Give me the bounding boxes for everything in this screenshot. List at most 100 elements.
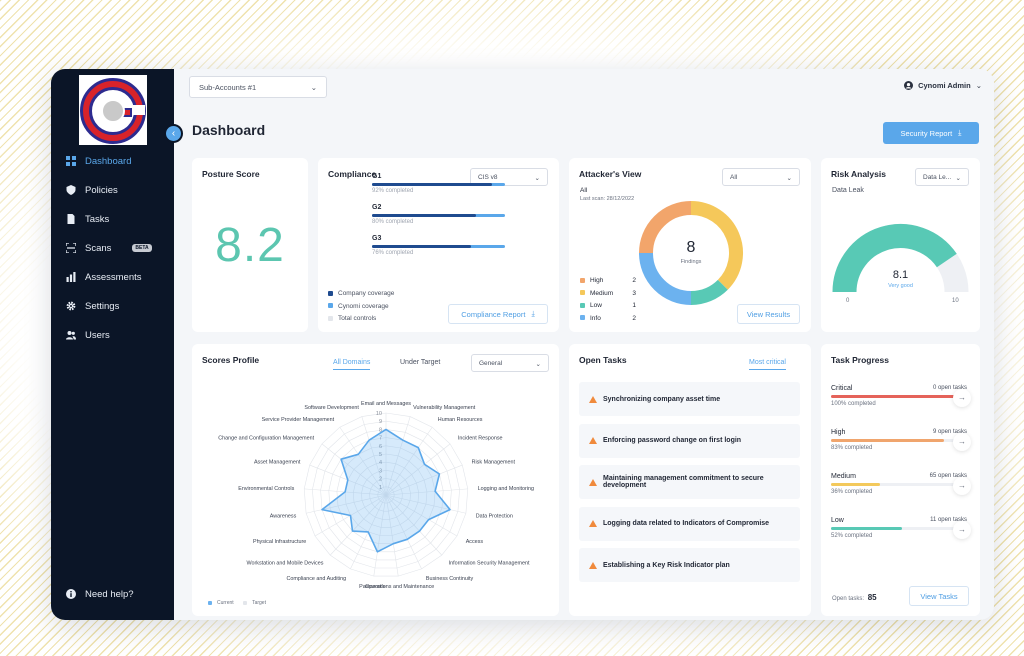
radar-category-label: Data Protection [476,514,513,520]
findings-total: 8 [686,239,696,256]
compliance-group: G3 76% completed [372,235,505,263]
progress-open-count: 65 open tasks [929,473,967,479]
user-menu[interactable]: Cynomi Admin ⌄ [904,81,982,90]
security-report-button[interactable]: Security Report ⤓ [883,122,979,144]
risk-score: 8.1 [892,269,909,281]
company-logo [79,75,147,145]
risk-type-select[interactable]: Data Le... ⌄ [915,168,969,186]
group-completed: 80% completed [372,219,414,225]
progress-bar-fill [831,439,944,442]
radar-spoke [385,488,468,496]
shield-icon [66,185,76,195]
open-task-item[interactable]: Synchronizing company asset time [579,382,800,416]
radar-ring-label: 4 [379,460,382,466]
sidebar-item-settings[interactable]: Settings [66,296,119,316]
framework-value: CIS v8 [478,174,498,181]
radar-category-label: Human Resources [438,417,483,423]
open-task-item[interactable]: Establishing a Key Risk Indicator plan [579,548,800,582]
company-coverage-bar [372,245,472,248]
radar-category-label: Environmental Controls [238,486,294,492]
open-tasks-card: Open Tasks Most critical Synchronizing c… [569,344,811,616]
progress-arrow-button[interactable]: → [953,477,971,495]
gauge-max: 10 [952,298,959,304]
sub-account-select[interactable]: Sub-Accounts #1 ⌄ [189,76,327,98]
warning-icon [589,520,597,527]
radar-category-label: Business Continuity [426,576,474,582]
sidebar-item-tasks[interactable]: Tasks [66,209,109,229]
card-title: Posture Score [202,169,260,179]
card-title: Open Tasks [579,355,627,365]
company-coverage-bar [372,214,477,217]
need-help-link[interactable]: Need help? [66,584,134,604]
radar-ring-label: 10 [376,411,382,417]
attacker-filter-select[interactable]: All ⌄ [722,168,800,186]
legend-total: Total controls [338,315,377,322]
progress-row: Medium 65 open tasks 36% completed [831,473,967,495]
progress-open-count: 9 open tasks [932,429,967,435]
progress-arrow-button[interactable]: → [953,521,971,539]
task-label: Establishing a Key Risk Indicator plan [603,561,730,569]
radar-spoke [385,427,433,496]
progress-completed: 100% completed [831,401,876,407]
info-icon [66,589,76,599]
task-label: Logging data related to Indicators of Co… [603,520,770,527]
donut-slice-medium[interactable] [690,201,743,290]
gauge-min: 0 [846,298,850,304]
risk-gauge [832,224,969,293]
tab-most-critical[interactable]: Most critical [749,359,786,370]
view-tasks-label: View Tasks [920,591,958,601]
sidebar-item-assessments[interactable]: Assessments [66,267,142,287]
radar-spoke [385,494,422,570]
collapse-sidebar-button[interactable]: ‹ [166,126,181,141]
progress-arrow-button[interactable]: → [953,433,971,451]
sidebar-item-users[interactable]: Users [66,325,110,345]
open-tasks-total-label: Open tasks: [832,596,865,602]
open-task-item[interactable]: Enforcing password change on first login [579,423,800,458]
radar-grid-ring [312,420,460,569]
finding-legend-row: Info 2 [580,313,636,326]
donut-slice-high[interactable] [639,201,692,254]
donut-slice-info[interactable] [639,252,692,305]
tab-under-target[interactable]: Under Target [400,359,441,366]
risk-subtitle: Data Leak [832,187,864,194]
view-tasks-button[interactable]: View Tasks [909,586,969,606]
radar-legend: Current Target [208,600,266,606]
progress-arrow-button[interactable]: → [953,389,971,407]
radar-category-label: Change and Configuration Management [218,436,314,442]
sidebar-item-dashboard[interactable]: Dashboard [66,151,131,171]
radar-ring-label: 8 [379,427,382,433]
view-results-button[interactable]: View Results [737,304,800,324]
radar-grid-ring [320,429,452,561]
topbar: Sub-Accounts #1 ⌄ Cynomi Admin ⌄ [174,69,994,105]
group-name: G3 [372,235,382,242]
open-task-item[interactable]: Maintaining management commitment to sec… [579,465,800,499]
legend-target: Target [252,600,266,606]
open-task-item[interactable]: Logging data related to Indicators of Co… [579,506,800,541]
radar-category-label: Operations and Maintenance [365,584,434,590]
framework-select[interactable]: CIS v8 ⌄ [470,168,548,186]
tab-all-domains[interactable]: All Domains [333,359,371,370]
warning-icon [589,561,597,569]
sidebar-item-policies[interactable]: Policies [66,180,118,200]
radar-spoke [385,443,451,496]
finding-label: Low [590,302,602,309]
radar-category-label: Access [466,539,484,545]
security-report-label: Security Report [900,128,953,138]
sidebar-item-scans[interactable]: Scans BETA [66,238,152,258]
radar-grid-ring [377,486,395,504]
scores-category-select[interactable]: General ⌄ [471,354,549,372]
beta-badge: BETA [132,244,152,252]
compliance-report-button[interactable]: Compliance Report ⤓ [448,304,548,324]
gauge-fill [832,224,957,293]
donut-slice-low[interactable] [690,279,728,305]
posture-score-value: 8.2 [215,219,285,272]
radar-spoke [330,494,387,556]
finding-legend-row: Low 1 [580,300,636,313]
chevron-down-icon: ⌄ [534,175,540,182]
attackers-view-card: Attacker's View All ⌄ All Last scan: 28/1… [569,158,811,332]
scan-icon [66,243,76,253]
radar-grid-ring [344,453,428,536]
radar-category-label: Information Security Management [449,560,530,566]
sidebar-item-label: Users [85,329,110,341]
risk-rating: Very good [888,283,913,289]
